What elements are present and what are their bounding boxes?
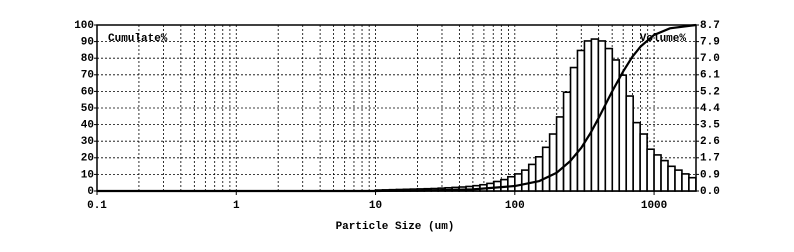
y-tick-label: 30 [81, 136, 94, 148]
histogram-bar [507, 175, 516, 192]
histogram-bar [569, 66, 579, 192]
histogram-bar [534, 156, 544, 192]
histogram-bar [527, 163, 537, 192]
histogram-bar [562, 91, 572, 192]
histogram-bar [514, 173, 523, 192]
y-tick-label: 80 [81, 53, 94, 65]
y2-tick-label: 7.0 [700, 53, 720, 65]
y2-tick-label: 0.0 [700, 186, 720, 198]
y-tick-label: 50 [81, 103, 94, 115]
histogram-bar [618, 74, 628, 192]
histogram-bar [555, 116, 565, 192]
y-tick-label: 90 [81, 37, 94, 49]
histogram-bar [590, 38, 600, 192]
y-tick-label: 70 [81, 70, 94, 82]
histogram-bar [681, 173, 690, 192]
histogram-bar [632, 121, 641, 192]
histogram-bar [674, 169, 683, 192]
y2-tick-label: 6.1 [700, 70, 720, 82]
x-axis-label: Particle Size (um) [336, 221, 455, 233]
histogram-bar [639, 133, 648, 192]
y2-tick-label: 5.2 [700, 86, 720, 98]
histogram-bar [500, 178, 509, 192]
y-tick-label: 10 [81, 169, 94, 181]
y2-tick-label: 8.7 [700, 20, 720, 32]
x-tick-label: 1000 [641, 200, 667, 212]
histogram-bar [646, 148, 655, 192]
x-tick-label: 0.1 [87, 200, 107, 212]
y-tick-label: 20 [81, 153, 94, 165]
y2-tick-label: 3.5 [700, 120, 720, 132]
x-tick-label: 100 [505, 200, 525, 212]
y-tick-label: 60 [81, 86, 94, 98]
x-tick-label: 10 [369, 200, 382, 212]
y-tick-label: 100 [74, 20, 94, 32]
histogram-bar [653, 154, 662, 192]
y2-tick-label: 4.4 [700, 103, 720, 115]
y-tick-label: 40 [81, 120, 94, 132]
histogram-bar [548, 133, 558, 192]
y2-tick-label: 2.6 [700, 136, 720, 148]
histogram-bar [688, 176, 697, 192]
y2-tick-label: 7.9 [700, 37, 720, 49]
x-tick-label: 1 [233, 200, 240, 212]
y-axis-label: Cumulate% [108, 33, 168, 45]
cumulative-line [97, 23, 697, 193]
histogram-bar [576, 49, 586, 192]
y-tick-label: 0 [87, 186, 94, 198]
histogram-bar [660, 159, 669, 192]
histogram-bar [520, 169, 530, 192]
histogram-bar [625, 95, 634, 192]
histogram-bar [583, 40, 593, 192]
histogram-bar [604, 47, 614, 192]
histogram-bar [667, 165, 676, 192]
histogram-bar [541, 146, 551, 192]
y2-tick-label: 0.9 [700, 169, 720, 181]
y2-axis-label: Volume% [640, 33, 687, 45]
y2-tick-label: 1.7 [700, 153, 720, 165]
